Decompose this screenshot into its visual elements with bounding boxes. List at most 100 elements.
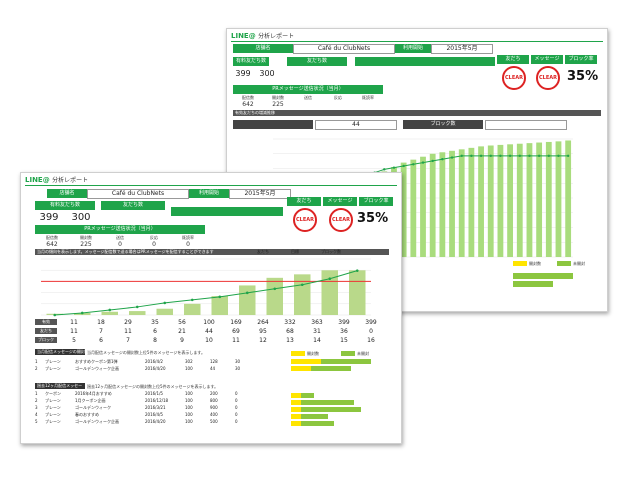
open-bar — [291, 414, 301, 419]
block-point — [499, 154, 502, 158]
msg-header: 送信 — [304, 95, 312, 100]
unopen-bar — [311, 366, 351, 371]
open-bar — [291, 366, 311, 371]
row-label: 有効 — [35, 319, 57, 325]
period-value: 2015年5月 — [431, 44, 493, 54]
line-logo: LINE@ 分析レポート — [231, 32, 295, 40]
table-cell: ブレーン — [45, 405, 61, 410]
table-cell: 169 — [230, 319, 242, 326]
table-cell: 332 — [284, 319, 296, 326]
table-cell: 302 — [185, 359, 193, 364]
bar — [239, 285, 256, 315]
table-cell: 1月クーポン企画 — [75, 398, 106, 403]
block-point — [190, 298, 194, 302]
table-cell: 100 — [185, 412, 193, 417]
table-cell: 8 — [153, 337, 157, 344]
legend-open-swatch — [513, 261, 527, 266]
bar — [211, 296, 228, 315]
bar — [429, 153, 436, 257]
plan-label: 友だち数 — [101, 201, 165, 210]
badge-message: メッセージ — [323, 197, 357, 206]
table-cell: 69 — [232, 328, 240, 335]
table-cell: 29 — [124, 319, 132, 326]
bar — [565, 140, 572, 257]
bar — [449, 150, 455, 257]
block-point — [441, 158, 444, 161]
unopen-bar — [301, 414, 328, 419]
block-point — [392, 166, 396, 169]
table-cell: 95 — [259, 328, 267, 335]
table-cell: 2016年4月おすすめ — [75, 391, 112, 396]
msg-value: 642 — [46, 241, 58, 248]
coupon-header-1: 当月配信メッセージの開封数上位5件 — [35, 349, 85, 360]
table-cell: 2016/3/21 — [145, 405, 166, 410]
table-cell: 264 — [257, 319, 269, 326]
block-point — [80, 311, 84, 315]
block-point — [355, 269, 359, 272]
badge-friends: 友だち — [287, 197, 321, 206]
bar — [266, 277, 283, 315]
clear-stamp: CLEAR — [329, 208, 353, 232]
legend-unopen-label: 未開封 — [357, 351, 369, 356]
block-rate: 35% — [357, 211, 389, 226]
table-cell: 10 — [205, 337, 213, 344]
unopen-bar — [301, 421, 335, 426]
table-cell: 30 — [235, 366, 241, 371]
table-cell: 7 — [99, 328, 103, 335]
table-cell: 2 — [35, 366, 38, 371]
table-cell: 100 — [185, 391, 193, 396]
store-name: Café du ClubNets — [293, 44, 395, 54]
title-divider — [25, 185, 397, 186]
table-cell: 11 — [70, 328, 78, 335]
msg-section-label: PRメッセージ送信状況（当月） — [35, 225, 205, 234]
legend-target: 目標 — [291, 249, 299, 254]
friends-max: 300 — [71, 212, 91, 223]
msg-value: 0 — [152, 241, 156, 248]
block-point — [273, 287, 277, 291]
legend-unopen-swatch — [557, 261, 571, 266]
title-divider — [231, 41, 603, 42]
legend-open-swatch — [291, 351, 305, 356]
table-cell: 2016/4/20 — [145, 366, 166, 371]
block-point — [460, 154, 463, 158]
msg-header: 配信数 — [46, 235, 58, 240]
table-cell: 0 — [235, 391, 238, 396]
bar — [555, 141, 562, 257]
bar — [349, 270, 366, 315]
table-cell: 2 — [35, 398, 38, 403]
friends-max: 300 — [259, 69, 275, 78]
period-label: 利用開始 — [395, 44, 431, 53]
front-report-page: LINE@ 分析レポート 店舗名 Café du ClubNets 利用開始 2… — [20, 172, 402, 444]
monthly-table: 有効 11 18 29 35 56 100 169 264 332 363 399 399 友だち 11 7 1… — [35, 319, 387, 347]
row-label: 友だち — [35, 328, 57, 334]
bar — [420, 156, 426, 257]
table-cell: 6 — [153, 328, 157, 335]
table-cell: 14 — [313, 337, 321, 344]
legend-block: ブロック数 — [321, 249, 341, 254]
bar — [129, 311, 146, 315]
msg-section-label: PRメッセージ送信状況（当月） — [233, 85, 383, 94]
open-bar — [513, 281, 553, 287]
legend-unopen-swatch — [341, 351, 355, 356]
table-cell: ゴールデンウィーク企画 — [75, 419, 119, 424]
block-point — [383, 168, 386, 171]
row-label: ブロック — [35, 337, 57, 343]
table-cell: 6 — [99, 337, 103, 344]
table-cell: 68 — [286, 328, 294, 335]
table-cell: 800 — [210, 398, 218, 403]
plan-label: 友だち数 — [287, 57, 347, 66]
bar — [439, 152, 446, 257]
table-cell: 2016/12/18 — [145, 398, 169, 403]
badge-block: ブロック率 — [359, 197, 393, 206]
block-count-back: 44 — [315, 120, 397, 130]
block-point — [537, 154, 541, 158]
msg-header: 開封数 — [272, 95, 284, 100]
table-cell: 100 — [203, 319, 215, 326]
msg-header: 開封数 — [80, 235, 92, 240]
bar — [468, 147, 475, 257]
msg-value: 642 — [242, 101, 254, 108]
friends-current: 399 — [235, 69, 251, 78]
open-bar — [291, 359, 321, 364]
coupon-header-2: 過去12ヶ月配信メッセージの開封数上位5件 — [35, 383, 85, 394]
msg-header: 既読率 — [182, 235, 194, 240]
